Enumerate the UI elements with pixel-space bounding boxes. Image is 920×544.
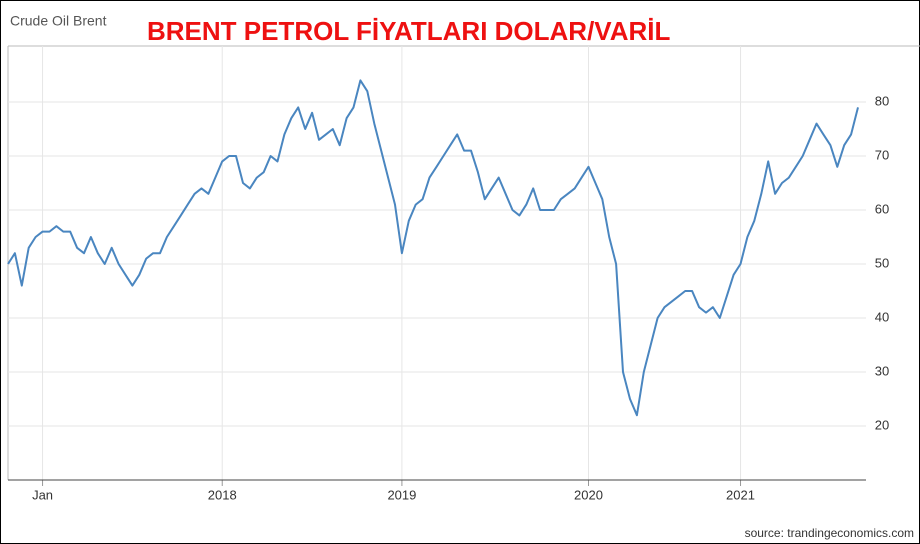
x-tick-label: 2018 [208,487,237,502]
price-line [7,79,859,417]
x-tick-label: 2019 [387,487,416,502]
series-label: Crude Oil Brent [10,13,107,29]
x-tick-label: 2021 [726,487,755,502]
y-tick-label: 30 [875,363,889,378]
y-tick-label: 40 [875,309,889,324]
y-tick-label: 60 [875,201,889,216]
y-tick-label: 50 [875,255,889,270]
source: source: trandingeconomics.com [745,526,914,540]
y-tick-label: 80 [875,93,889,108]
chart-title: BRENT PETROL FİYATLARI DOLAR/VARİL [147,16,670,46]
y-tick-label: 70 [875,147,889,162]
y-tick-label: 20 [875,417,889,432]
x-tick-label: 2020 [574,487,603,502]
x-tick-label: Jan [32,487,53,502]
